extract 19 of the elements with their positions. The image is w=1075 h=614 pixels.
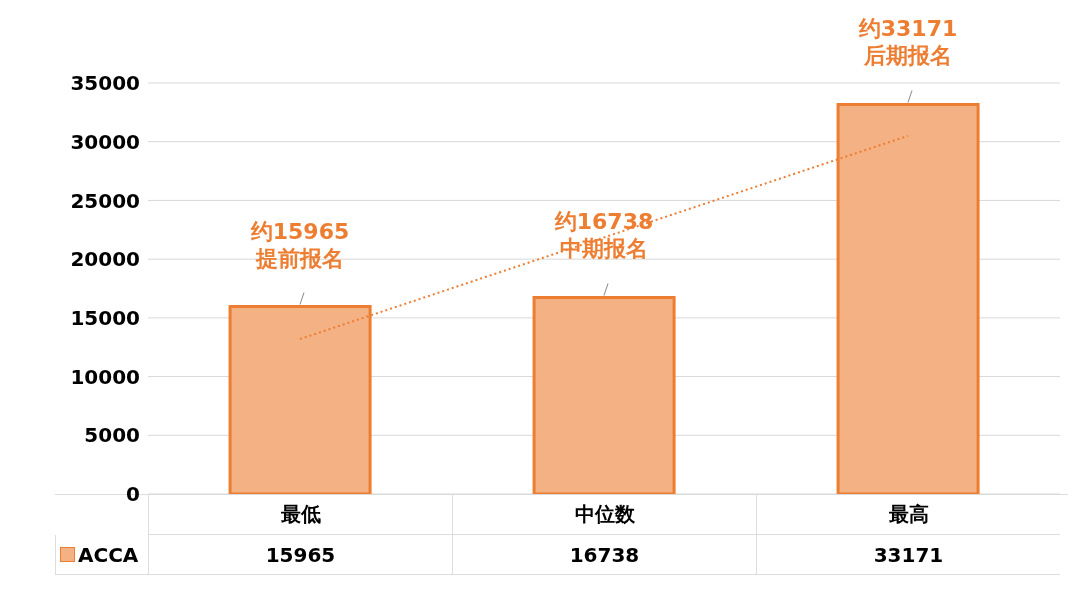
- annotation: 约15965 提前报名: [249, 218, 350, 271]
- annotation: 约33171 后期报名: [857, 16, 958, 69]
- annotation: 约16738 中期报名: [553, 209, 654, 262]
- data-label: 33171: [756, 535, 1060, 575]
- x-tick-label: 最高: [756, 495, 1060, 535]
- legend-label: ACCA: [78, 542, 139, 567]
- y-tick-label: 5000: [84, 423, 140, 448]
- data-label: 15965: [148, 535, 452, 575]
- y-tick-label: 0: [126, 482, 140, 507]
- y-tick-label: 15000: [70, 305, 140, 330]
- y-tick-label: 30000: [70, 129, 140, 154]
- y-tick-label: 25000: [70, 188, 140, 213]
- bar: [532, 295, 676, 494]
- x-tick-label: 中位数: [452, 495, 756, 535]
- y-tick-label: 20000: [70, 247, 140, 272]
- x-tick-label: 最低: [148, 495, 452, 535]
- y-tick-label: 10000: [70, 364, 140, 389]
- y-tick-label: 35000: [70, 71, 140, 96]
- data-label: 16738: [452, 535, 756, 575]
